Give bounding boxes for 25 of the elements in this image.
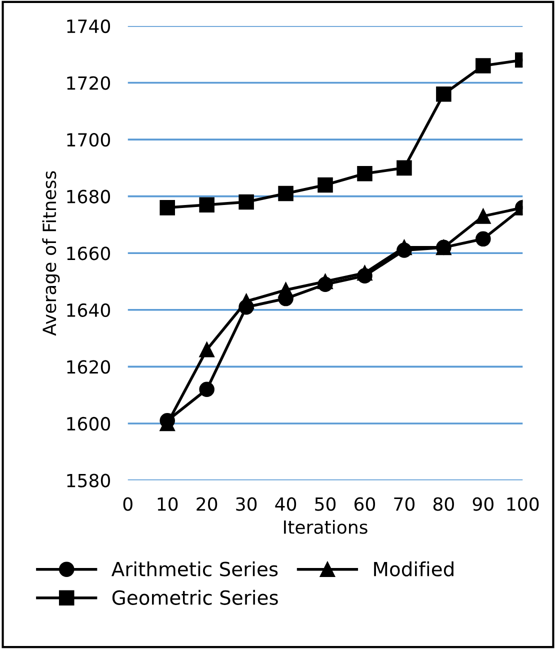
y-axis-title: Average of Fitness [42, 171, 60, 336]
y-tick-label: 1620 [67, 360, 110, 374]
legend-label: Modified [374, 561, 454, 576]
x-tick-label: 70 [394, 497, 414, 511]
y-tick-label: 1660 [67, 246, 110, 260]
y-tick-label: 1700 [67, 132, 110, 147]
x-tick-label: 0 [123, 497, 132, 511]
x-tick-label: 50 [315, 497, 336, 511]
y-tick-label: 1740 [67, 19, 110, 34]
y-tick-label: 1680 [67, 190, 110, 204]
x-tick-label: 60 [354, 497, 376, 511]
x-tick-label: 100 [507, 497, 539, 511]
y-tick-label: 1640 [67, 303, 110, 318]
x-axis-title: Iterations [284, 520, 368, 534]
y-tick-label: 1600 [67, 416, 110, 431]
y-tick-label: 1720 [67, 76, 110, 90]
x-tick-label: 30 [236, 497, 257, 511]
x-tick-label: 40 [275, 497, 296, 511]
x-tick-label: 10 [158, 497, 178, 511]
x-tick-label: 20 [196, 497, 218, 511]
legend-label: Arithmetic Series [111, 561, 278, 576]
x-tick-label: 80 [433, 497, 454, 511]
legend-label: Geometric Series [112, 590, 278, 605]
x-tick-label: 90 [472, 497, 494, 511]
y-tick-label: 1580 [67, 474, 110, 488]
